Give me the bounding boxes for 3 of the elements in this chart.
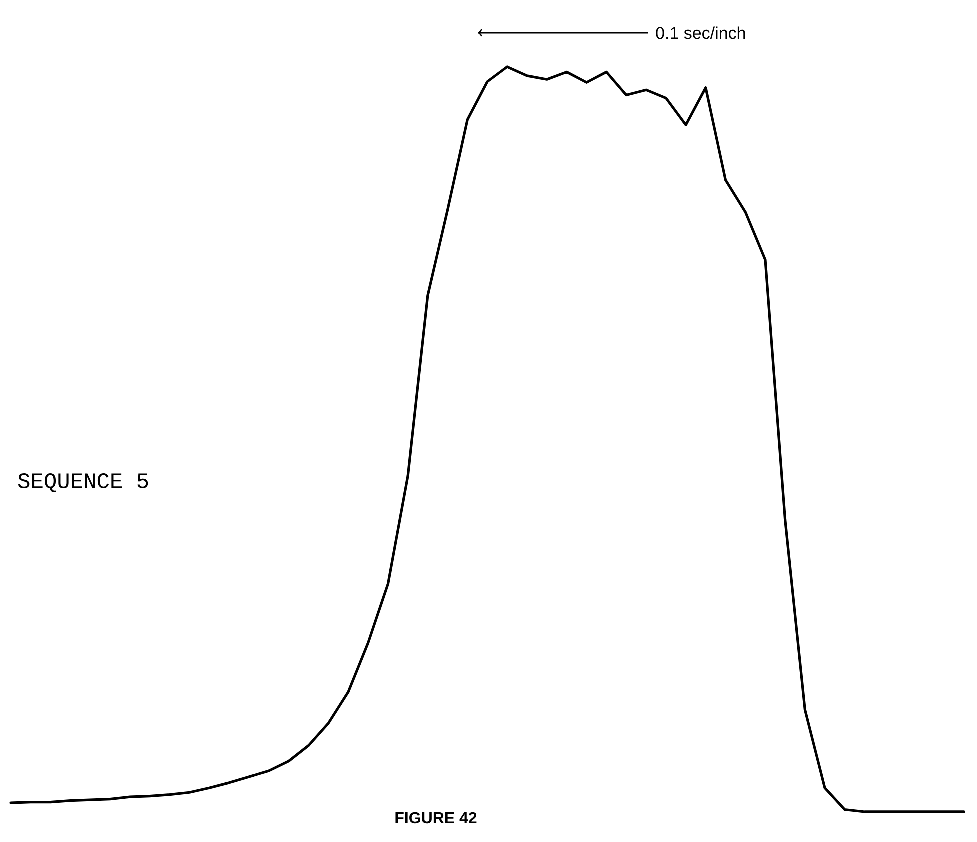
annotation: SEQUENCE 5: [18, 474, 148, 492]
text: 0.1 sec/inch: [656, 26, 746, 40]
caption: FIGURE 42: [396, 812, 477, 824]
